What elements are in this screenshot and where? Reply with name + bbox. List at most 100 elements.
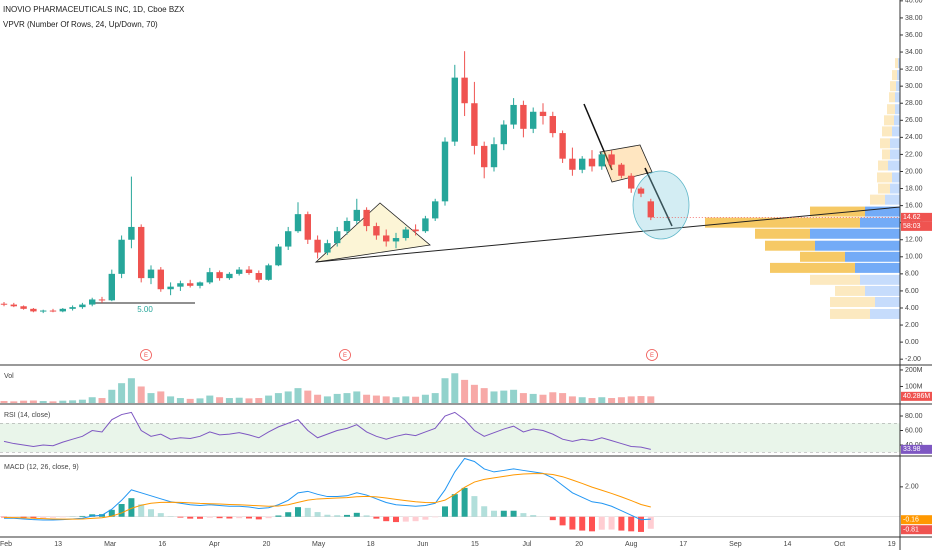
candle-body	[402, 229, 409, 239]
volume-profile-up	[845, 251, 900, 262]
volume-profile-up	[865, 285, 900, 296]
candle-body	[30, 308, 37, 312]
x-tick-label: Oct	[834, 541, 845, 548]
earnings-marker	[140, 349, 152, 361]
volume-profile-down	[889, 92, 895, 103]
y-tick-label: 30.00	[905, 83, 923, 90]
volume-bar	[333, 393, 341, 403]
highlight-circle	[632, 170, 690, 240]
pattern-fill	[314, 202, 431, 263]
macd-histogram-bar	[324, 514, 331, 517]
macd-histogram-bar	[40, 516, 47, 519]
macd-histogram-bar	[197, 516, 203, 519]
candle-body	[520, 104, 527, 129]
y-tick-label: 10.00	[905, 254, 923, 261]
y-tick-label: 16.00	[905, 202, 923, 209]
volume-profile-up	[855, 262, 900, 273]
macd-histogram-bar	[520, 513, 527, 517]
volume-bar	[510, 389, 518, 403]
volume-bar	[255, 398, 263, 403]
candle-body	[40, 310, 47, 312]
macd-histogram-bar	[216, 516, 223, 519]
y-tick-label: 34.00	[905, 49, 923, 56]
macd-histogram-bar	[491, 510, 497, 517]
macd-histogram-bar	[108, 509, 115, 517]
y-tick-label: 22.00	[905, 151, 923, 158]
macd-histogram-bar	[177, 516, 184, 518]
x-tick-label: 16	[158, 541, 166, 548]
volume-profile-down	[882, 126, 892, 137]
macd-histogram-bar	[187, 516, 194, 519]
volume-profile-up	[896, 81, 900, 92]
volume-bar	[568, 396, 576, 403]
background-layer	[0, 58, 900, 517]
flag	[599, 144, 653, 183]
volume-profile-down	[830, 308, 870, 319]
y-tick-label: 12.00	[905, 237, 923, 244]
volume-bar	[431, 393, 439, 403]
volume-bar	[549, 392, 557, 403]
volume-profile-down	[878, 160, 888, 171]
macd-histogram-bar	[295, 507, 301, 517]
macd-histogram-bar	[608, 516, 615, 530]
x-tick-label: Mar	[104, 541, 117, 548]
candle-body	[383, 235, 390, 242]
y-tick-label: 32.00	[905, 66, 923, 73]
price-badge	[901, 391, 932, 401]
macd-histogram-bar	[314, 512, 321, 517]
macd-histogram-bar	[334, 515, 341, 517]
volume-bar	[500, 390, 508, 403]
y-tick-label: 2.00	[905, 484, 919, 491]
macd-histogram-bar	[647, 516, 654, 529]
macd-histogram-bar	[148, 509, 154, 517]
x-tick-label: 20	[575, 541, 583, 548]
earnings-marker	[646, 349, 658, 361]
volume-bar	[617, 397, 625, 403]
y-tick-label: 80.00	[905, 413, 923, 420]
macd-histogram-bar	[118, 504, 125, 517]
candle-body	[422, 218, 429, 232]
macd-histogram-bar	[79, 515, 86, 517]
y-tick-label: 26.00	[905, 117, 923, 124]
volume-profile-down	[877, 172, 892, 183]
macd-histogram-bar	[10, 516, 17, 518]
volume-bar	[284, 391, 292, 403]
candle-body	[481, 145, 488, 168]
candle-body	[579, 158, 586, 170]
volume-profile-down	[887, 104, 895, 115]
volume-profile-up	[898, 58, 900, 69]
volume-bar	[480, 388, 488, 403]
volume-bar	[127, 378, 135, 403]
volume-profile-down	[878, 183, 890, 194]
x-tick-label: 13	[54, 541, 62, 548]
y-tick-label: -2.00	[905, 356, 921, 363]
candle-body	[285, 231, 292, 247]
macd-line	[3, 473, 651, 520]
volume-bar	[157, 391, 165, 403]
macd-histogram-bar	[344, 514, 350, 517]
macd-line	[4, 457, 651, 521]
macd-histogram-bar	[451, 494, 458, 517]
candle-body	[206, 272, 213, 283]
macd-histogram-bar	[50, 516, 56, 518]
volume-profile-down	[895, 58, 898, 69]
volume-profile-up	[815, 240, 900, 251]
y-tick-label: 0.00	[905, 339, 919, 346]
x-tick-label: 18	[367, 541, 375, 548]
volume-bar	[372, 395, 380, 403]
macd-histogram-bar	[442, 506, 448, 517]
macd-histogram-bar	[20, 516, 27, 518]
price-badge-label: 14.62	[903, 214, 921, 221]
rsi-band	[0, 423, 900, 453]
macd-histogram-bar	[471, 496, 478, 517]
candle-body	[0, 303, 8, 305]
candle-body	[187, 283, 194, 286]
drawings	[95, 103, 901, 304]
y-tick-label: 24.00	[905, 134, 923, 141]
volume-bar	[578, 397, 586, 403]
volume-bar	[186, 398, 194, 403]
volume-bar	[78, 399, 86, 403]
x-tick-label: Aug	[625, 541, 638, 548]
panel-title: RSI (14, close)	[4, 412, 50, 419]
